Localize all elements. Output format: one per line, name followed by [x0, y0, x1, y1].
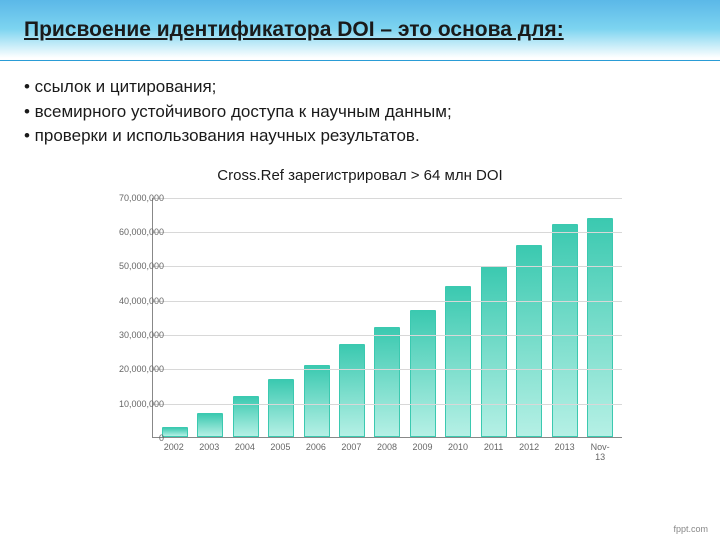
gridline [153, 404, 622, 405]
title-rule-2 [0, 60, 720, 61]
chart-caption: Cross.Ref зарегистрировал > 64 млн DOI [0, 167, 720, 184]
bar [268, 379, 294, 437]
y-axis-label: 10,000,000 [104, 399, 164, 409]
y-axis-label: 60,000,000 [104, 227, 164, 237]
x-axis-label: 2010 [445, 442, 471, 462]
bar [481, 266, 507, 437]
x-axis-label: 2006 [303, 442, 329, 462]
x-axis-label: 2013 [552, 442, 578, 462]
bar [162, 427, 188, 437]
gridline [153, 266, 622, 267]
x-axis-label: 2008 [374, 442, 400, 462]
bullet-item: • проверки и использования научных резул… [24, 124, 696, 149]
gridline [153, 198, 622, 199]
x-axis-label: 2011 [481, 442, 507, 462]
y-axis-label: 70,000,000 [104, 193, 164, 203]
x-axis-label: 2002 [161, 442, 187, 462]
bullet-list: • ссылок и цитирования; • всемирного уст… [0, 75, 720, 149]
x-axis-label: 2007 [338, 442, 364, 462]
x-axis-label: 2009 [409, 442, 435, 462]
bar [233, 396, 259, 437]
bar [339, 344, 365, 437]
bar [197, 413, 223, 437]
bar [374, 327, 400, 437]
x-axis-labels: 2002 2003 2004 2005 2006 2007 2008 2009 2010 2011… [152, 442, 622, 462]
x-axis-label: 2012 [516, 442, 542, 462]
x-axis-label: 2005 [267, 442, 293, 462]
bullet-item: • всемирного устойчивого доступа к научн… [24, 100, 696, 125]
bar [552, 224, 578, 437]
gridline [153, 301, 622, 302]
plot-area [152, 198, 622, 438]
bar [304, 365, 330, 437]
y-axis-label: 20,000,000 [104, 364, 164, 374]
page-title: Присвоение идентификатора DOI – это осно… [0, 0, 720, 46]
y-axis-label: 40,000,000 [104, 296, 164, 306]
bar-chart: 2002 2003 2004 2005 2006 2007 2008 2009 2010 2011… [80, 190, 640, 480]
x-axis-label: Nov-13 [587, 442, 613, 462]
bar [516, 245, 542, 437]
gridline [153, 369, 622, 370]
x-axis-label: 2004 [232, 442, 258, 462]
bar [445, 286, 471, 437]
footer-credit: fppt.com [673, 524, 708, 534]
y-axis-label: 50,000,000 [104, 261, 164, 271]
bar [410, 310, 436, 437]
bullet-item: • ссылок и цитирования; [24, 75, 696, 100]
gridline [153, 232, 622, 233]
bars-container [153, 198, 622, 437]
gridline [153, 335, 622, 336]
y-axis-label: 0 [104, 433, 164, 443]
y-axis-label: 30,000,000 [104, 330, 164, 340]
x-axis-label: 2003 [196, 442, 222, 462]
